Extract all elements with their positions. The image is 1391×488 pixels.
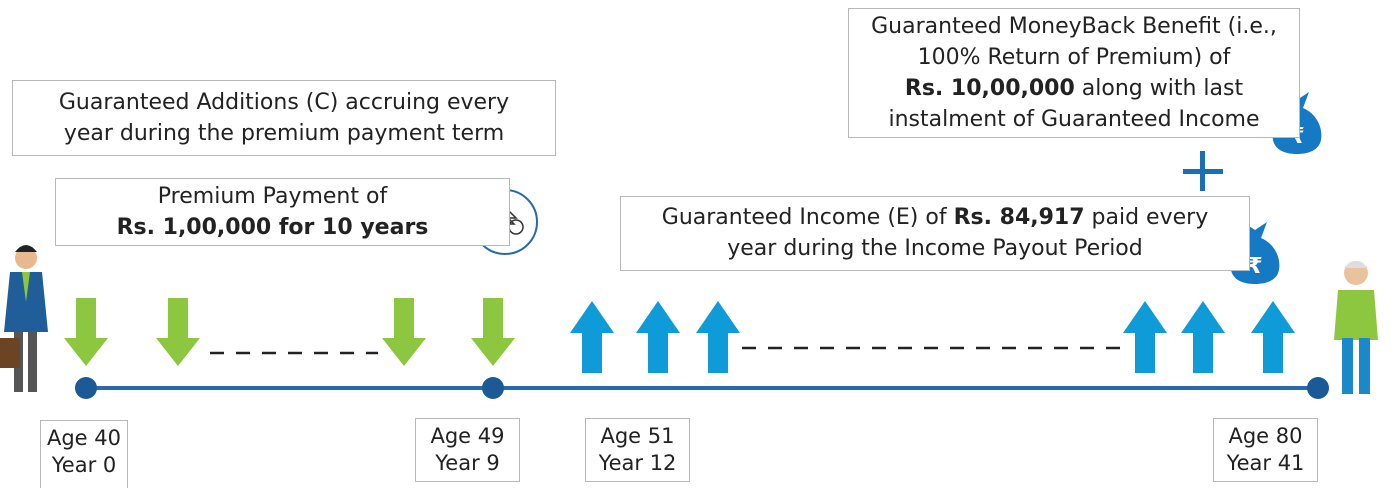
age: Age 49 [416,423,519,450]
income-box: Guaranteed Income (E) of Rs. 84,917 paid… [620,196,1250,271]
box-text: Guaranteed Income (E) of [662,205,954,230]
box-text: year during the premium payment term [13,118,555,149]
box-text: year during the Income Payout Period [621,233,1249,264]
young-man-figure [0,245,48,392]
age: Age 51 [586,423,689,450]
box-text: instalment of Guaranteed Income [849,104,1299,135]
box-text: Guaranteed MoneyBack Benefit (i.e., [849,11,1299,42]
old-man-figure [1334,261,1378,394]
milestone-label: Age 49 Year 9 [415,418,520,482]
plus-icon [1183,151,1223,191]
milestone-label: Age 40 Year 0 [40,420,128,488]
milestone-label: Age 51 Year 12 [585,418,690,482]
year: Year 41 [1214,450,1317,477]
year: Year 0 [41,452,127,479]
income-arrows [570,301,1295,373]
box-text: along with last [1075,76,1243,101]
milestone-label: Age 80 Year 41 [1213,418,1318,482]
moneyback-box: Guaranteed MoneyBack Benefit (i.e., 100%… [848,8,1300,138]
age: Age 80 [1214,423,1317,450]
box-text-bold: Rs. 10,00,000 [905,76,1075,101]
premium-box: Premium Payment of Rs. 1,00,000 for 10 y… [55,178,510,246]
box-text: Guaranteed Additions (C) accruing every [13,87,555,118]
additions-box: Guaranteed Additions (C) accruing every … [12,80,556,156]
box-text: paid every [1085,205,1209,230]
box-text: Premium Payment of [56,181,489,212]
page: ₹ ₹ Guaranteed Additions (C) accruing ev… [0,0,1391,488]
box-text-bold: Rs. 1,00,000 for 10 years [117,215,429,240]
year: Year 12 [586,450,689,477]
box-text-bold: Rs. 84,917 [954,205,1085,230]
premium-arrows [64,298,515,366]
age: Age 40 [41,425,127,452]
year: Year 9 [416,450,519,477]
box-text: 100% Return of Premium) of [849,42,1299,73]
